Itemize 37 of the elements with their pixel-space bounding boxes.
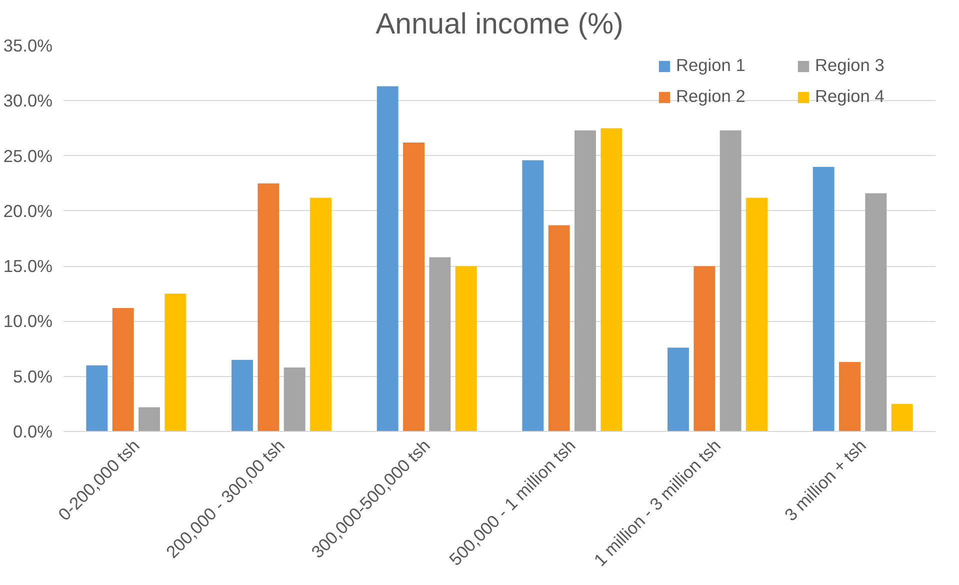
- bar: [112, 308, 134, 432]
- bar: [455, 266, 477, 432]
- bar: [522, 160, 544, 432]
- bar: [574, 130, 596, 432]
- legend-label: Region 4: [815, 86, 886, 107]
- bar: [310, 198, 332, 432]
- y-tick-label: 25.0%: [3, 146, 53, 166]
- bar: [258, 183, 280, 432]
- bar: [812, 166, 834, 432]
- bar: [720, 130, 742, 432]
- bar: [891, 404, 913, 432]
- bar: [694, 266, 716, 432]
- y-tick-label: 20.0%: [3, 200, 53, 221]
- bar: [746, 198, 768, 432]
- y-tick-label: 10.0%: [3, 311, 53, 332]
- chart-title: Annual income (%): [376, 8, 624, 40]
- bar: [376, 86, 398, 432]
- legend-label: Region 3: [815, 55, 886, 76]
- bar: [86, 365, 108, 432]
- bar: [403, 142, 424, 432]
- bar: [839, 362, 860, 432]
- bar: [164, 294, 186, 432]
- bar: [284, 368, 306, 432]
- bar: [429, 257, 451, 432]
- bar: [600, 128, 622, 432]
- y-tick-label: 0.0%: [13, 422, 53, 442]
- bar: [138, 407, 160, 432]
- bar: [232, 360, 253, 432]
- legend-label: Region 2: [676, 86, 746, 107]
- bar: [865, 193, 887, 432]
- y-tick-label: 15.0%: [3, 256, 53, 276]
- bar: [548, 225, 570, 432]
- y-tick-label: 35.0%: [3, 36, 53, 56]
- y-tick-label: 5.0%: [13, 366, 53, 386]
- legend-label: Region 1: [676, 55, 746, 76]
- bar: [668, 348, 689, 432]
- y-tick-label: 30.0%: [3, 90, 53, 111]
